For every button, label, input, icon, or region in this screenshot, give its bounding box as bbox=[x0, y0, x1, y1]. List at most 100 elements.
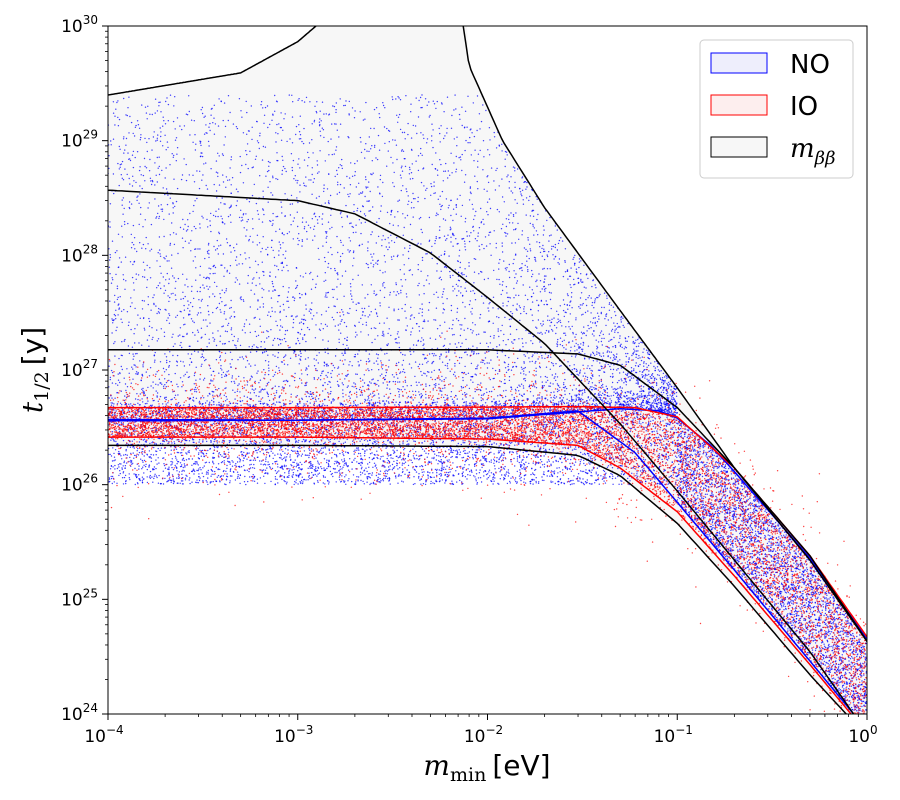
scatter-point bbox=[172, 334, 173, 335]
scatter-point bbox=[827, 616, 828, 617]
scatter-point bbox=[223, 475, 224, 476]
scatter-point bbox=[290, 358, 291, 359]
scatter-point bbox=[112, 382, 113, 383]
scatter-point bbox=[701, 517, 702, 518]
scatter-point bbox=[506, 176, 507, 177]
scatter-point bbox=[813, 638, 814, 639]
scatter-point bbox=[560, 365, 561, 366]
scatter-point bbox=[650, 416, 651, 417]
scatter-point bbox=[260, 401, 261, 402]
scatter-point bbox=[415, 436, 416, 437]
scatter-point bbox=[568, 342, 569, 343]
scatter-point bbox=[143, 439, 144, 440]
scatter-point bbox=[579, 432, 580, 433]
scatter-point bbox=[840, 689, 841, 690]
scatter-point bbox=[405, 458, 406, 459]
scatter-point bbox=[362, 472, 363, 473]
scatter-point bbox=[319, 216, 320, 217]
scatter-point bbox=[449, 405, 450, 406]
scatter-point bbox=[163, 117, 164, 118]
scatter-point bbox=[297, 456, 298, 457]
scatter-point bbox=[277, 216, 278, 217]
scatter-point bbox=[219, 293, 220, 294]
scatter-point bbox=[235, 345, 236, 346]
scatter-point bbox=[335, 325, 336, 326]
scatter-point bbox=[239, 391, 240, 392]
scatter-point bbox=[248, 275, 249, 276]
scatter-point bbox=[452, 462, 453, 463]
scatter-point bbox=[829, 631, 830, 632]
scatter-point bbox=[226, 176, 227, 177]
scatter-point bbox=[590, 429, 591, 430]
scatter-point bbox=[323, 447, 324, 448]
scatter-point bbox=[536, 477, 537, 478]
scatter-point bbox=[263, 275, 264, 276]
scatter-point bbox=[558, 243, 559, 244]
scatter-point bbox=[553, 461, 554, 462]
scatter-point bbox=[390, 235, 391, 236]
scatter-point bbox=[549, 320, 550, 321]
scatter-point bbox=[537, 358, 538, 359]
scatter-point bbox=[617, 361, 618, 362]
scatter-point bbox=[819, 585, 820, 586]
scatter-point bbox=[773, 561, 774, 562]
scatter-point bbox=[315, 466, 316, 467]
scatter-point bbox=[411, 385, 412, 386]
scatter-point bbox=[506, 372, 507, 373]
scatter-point bbox=[640, 414, 641, 415]
scatter-point bbox=[710, 450, 711, 451]
scatter-point bbox=[177, 315, 178, 316]
scatter-point bbox=[259, 448, 260, 449]
scatter-point bbox=[455, 171, 456, 172]
scatter-point bbox=[240, 254, 241, 255]
scatter-point bbox=[774, 576, 775, 577]
scatter-point bbox=[807, 569, 808, 570]
scatter-point bbox=[707, 494, 708, 495]
scatter-point bbox=[249, 257, 250, 258]
scatter-point bbox=[481, 449, 482, 450]
scatter-point bbox=[155, 459, 156, 460]
scatter-point bbox=[108, 366, 109, 367]
scatter-point bbox=[579, 308, 580, 309]
scatter-point bbox=[549, 292, 550, 293]
scatter-point bbox=[333, 289, 334, 290]
scatter-point bbox=[790, 589, 791, 590]
scatter-point bbox=[722, 511, 723, 512]
scatter-point bbox=[266, 330, 267, 331]
scatter-point bbox=[398, 433, 399, 434]
scatter-point bbox=[545, 288, 546, 289]
scatter-point bbox=[784, 577, 785, 578]
scatter-point bbox=[300, 134, 301, 135]
scatter-point bbox=[309, 329, 310, 330]
scatter-point bbox=[561, 451, 562, 452]
scatter-point bbox=[425, 453, 426, 454]
scatter-point bbox=[189, 364, 190, 365]
scatter-point bbox=[611, 395, 612, 396]
scatter-point bbox=[371, 399, 372, 400]
scatter-point bbox=[549, 449, 550, 450]
scatter-point bbox=[423, 293, 424, 294]
scatter-point bbox=[395, 411, 396, 412]
scatter-point bbox=[599, 335, 600, 336]
scatter-point bbox=[288, 307, 289, 308]
scatter-point bbox=[441, 332, 442, 333]
scatter-point bbox=[831, 631, 832, 632]
scatter-point bbox=[647, 352, 648, 353]
scatter-point bbox=[333, 297, 334, 298]
scatter-point bbox=[671, 398, 672, 399]
scatter-point bbox=[620, 428, 621, 429]
scatter-point bbox=[582, 478, 583, 479]
scatter-point bbox=[561, 456, 562, 457]
scatter-point bbox=[360, 472, 361, 473]
scatter-point bbox=[302, 241, 303, 242]
scatter-point bbox=[245, 235, 246, 236]
scatter-point bbox=[377, 358, 378, 359]
scatter-point bbox=[476, 334, 477, 335]
scatter-point bbox=[625, 361, 626, 362]
scatter-point bbox=[825, 610, 826, 611]
scatter-point bbox=[157, 140, 158, 141]
scatter-point bbox=[155, 374, 156, 375]
scatter-point bbox=[144, 158, 145, 159]
scatter-point bbox=[472, 208, 473, 209]
scatter-point bbox=[286, 465, 287, 466]
